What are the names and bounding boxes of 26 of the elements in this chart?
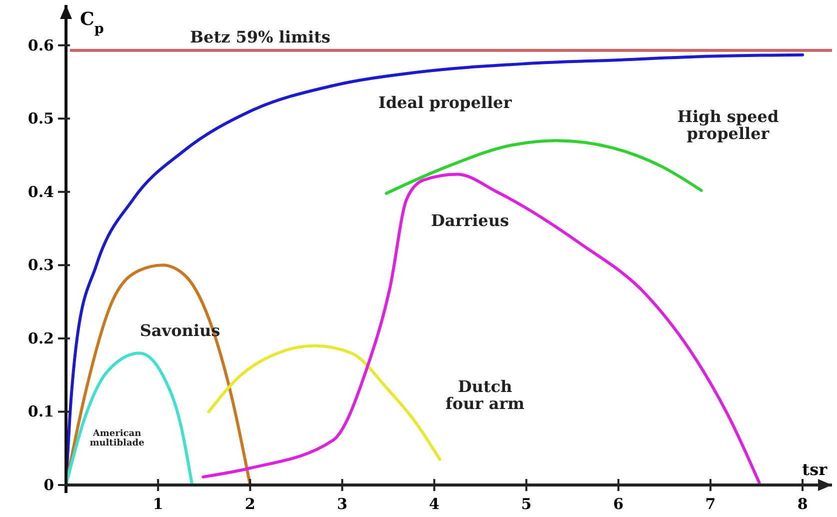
y-tick-label: 0.4 xyxy=(28,182,54,201)
x-tick-label: 7 xyxy=(705,495,716,513)
y-tick-label: 0.6 xyxy=(28,36,54,54)
series-label: High speed propeller xyxy=(677,107,779,143)
x-tick-label: 5 xyxy=(521,495,532,513)
series-label: Ideal propeller xyxy=(378,93,512,112)
x-tick-label: 1 xyxy=(152,495,164,513)
x-tick-label: 8 xyxy=(797,495,808,513)
line-series xyxy=(64,352,194,486)
x-axis-title: tsr xyxy=(802,460,828,479)
x-tick-label: 2 xyxy=(244,495,256,513)
y-tick-label: 0.1 xyxy=(28,402,54,421)
x-tick-label: 6 xyxy=(613,495,624,513)
y-tick-label: 0.3 xyxy=(28,256,54,274)
x-tick-label: 3 xyxy=(336,495,348,513)
y-tick-label: 0 xyxy=(44,476,54,494)
series-label: American multiblade xyxy=(90,429,145,448)
y-tick-label: 0.2 xyxy=(28,329,54,348)
series-label: Darrieus xyxy=(431,211,509,230)
series-label: Dutch four arm xyxy=(446,377,525,413)
x-tick-label: 4 xyxy=(429,495,440,513)
y-tick-label: 0.5 xyxy=(28,110,54,128)
line-series xyxy=(207,344,442,461)
ref-line-label: Betz 59% limits xyxy=(190,27,330,46)
line-series xyxy=(64,264,252,486)
y-axis-title: C$_{p}$ xyxy=(80,9,104,37)
